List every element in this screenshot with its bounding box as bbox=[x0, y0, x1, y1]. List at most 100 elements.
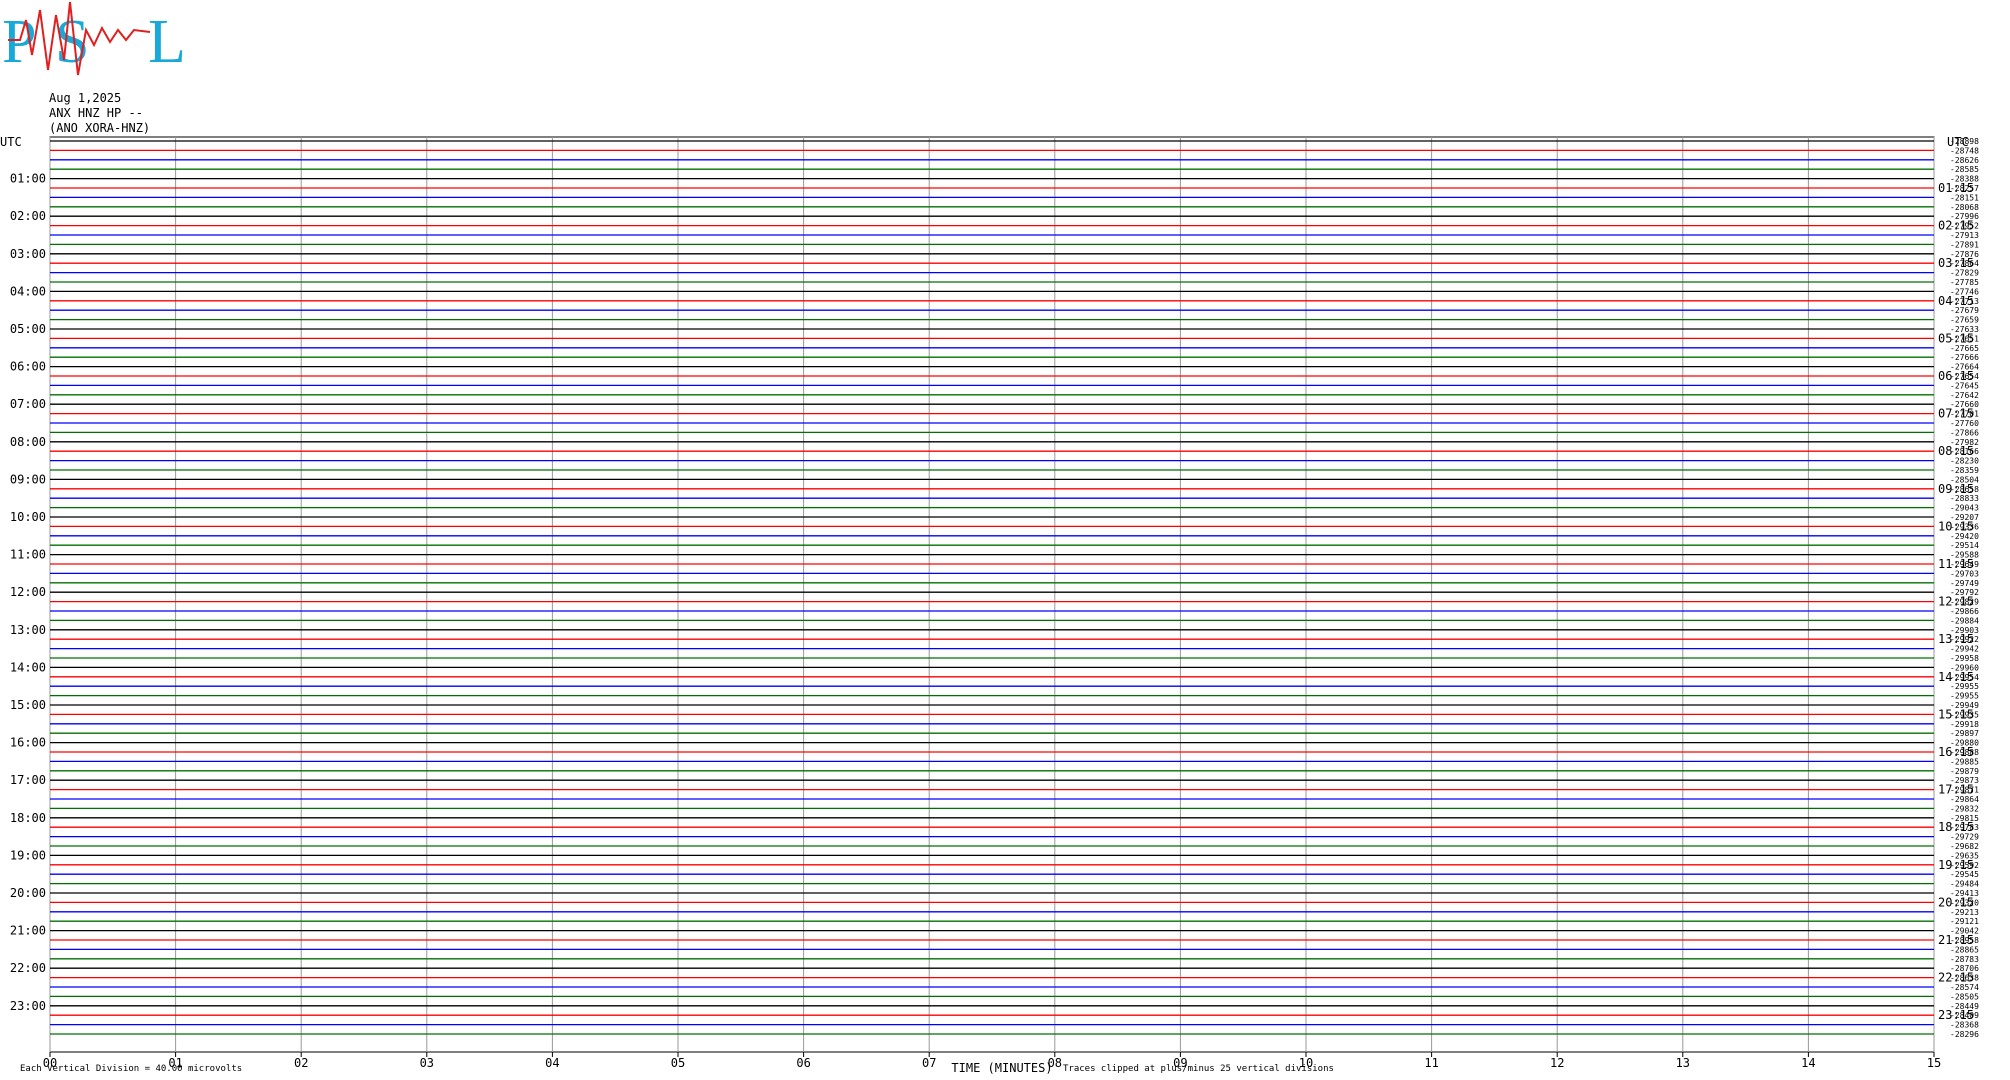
x-tick-label: 05 bbox=[671, 1056, 685, 1070]
trace-offset: -27713 bbox=[1950, 297, 1979, 306]
clip-note: Traces clipped at plus/minus 25 vertical… bbox=[1063, 1064, 1334, 1074]
trace-offset: -28783 bbox=[1950, 955, 1979, 964]
trace-offset: -29903 bbox=[1950, 626, 1979, 635]
trace-offset: -27660 bbox=[1950, 400, 1979, 409]
trace-offset: -29703 bbox=[1950, 569, 1979, 578]
trace-offset: -29545 bbox=[1950, 870, 1979, 879]
trace-offset: -28958 bbox=[1950, 936, 1979, 945]
trace-offset: -28368 bbox=[1950, 1021, 1979, 1030]
trace-offset: -28504 bbox=[1950, 475, 1979, 484]
x-tick-label: 11 bbox=[1424, 1056, 1438, 1070]
trace-offset: -29420 bbox=[1950, 532, 1979, 541]
trace-offset: -28359 bbox=[1950, 466, 1979, 475]
x-tick-label: 03 bbox=[420, 1056, 434, 1070]
right-hour-label: 23:15 bbox=[1938, 1008, 1974, 1022]
trace-offset: -29042 bbox=[1950, 927, 1979, 936]
left-hour-label: 04:00 bbox=[10, 284, 46, 298]
x-tick-label: 10 bbox=[1299, 1056, 1313, 1070]
trace-offset: -29885 bbox=[1950, 757, 1979, 766]
left-hour-label: 13:00 bbox=[10, 623, 46, 637]
trace-offset: -28151 bbox=[1950, 193, 1979, 202]
trace-offset: -27876 bbox=[1950, 250, 1979, 259]
trace-offset: -29213 bbox=[1950, 908, 1979, 917]
right-hour-label: 19:15 bbox=[1938, 858, 1974, 872]
trace-offset: -27785 bbox=[1950, 278, 1979, 287]
right-hour-label: 02:15 bbox=[1938, 219, 1974, 233]
left-hour-label: 11:00 bbox=[10, 548, 46, 562]
right-hour-label: 05:15 bbox=[1938, 331, 1974, 345]
x-tick-label: 12 bbox=[1550, 1056, 1564, 1070]
right-hour-label: 14:15 bbox=[1938, 670, 1974, 684]
trace-offset: -29832 bbox=[1950, 804, 1979, 813]
left-hour-label: 10:00 bbox=[10, 510, 46, 524]
date: Aug 1,2025 bbox=[49, 91, 121, 105]
trace-offset: -28833 bbox=[1950, 494, 1979, 503]
trace-offset: -29960 bbox=[1950, 663, 1979, 672]
left-hour-label: 03:00 bbox=[10, 247, 46, 261]
trace-offset: -29954 bbox=[1950, 673, 1979, 682]
plot-frame bbox=[49, 136, 1935, 1053]
trace-offset: -28585 bbox=[1950, 165, 1979, 174]
trace-offset: -29958 bbox=[1950, 654, 1979, 663]
logo-letter: L bbox=[148, 8, 186, 76]
trace-offset: -29484 bbox=[1950, 880, 1979, 889]
x-tick-label: 04 bbox=[545, 1056, 559, 1070]
trace-offset: -28409 bbox=[1950, 1011, 1979, 1020]
trace-offset: -28898 bbox=[1950, 137, 1979, 146]
trace-offset: -29884 bbox=[1950, 616, 1979, 625]
trace-offset: -29043 bbox=[1950, 504, 1979, 513]
trace-offset: -28388 bbox=[1950, 175, 1979, 184]
trace-offset: -29864 bbox=[1950, 795, 1979, 804]
channel: (ANO XORA-HNZ) bbox=[49, 121, 150, 135]
trace-offset: -29955 bbox=[1950, 682, 1979, 691]
trace-offset: -27864 bbox=[1950, 259, 1979, 268]
trace-offset: -29866 bbox=[1950, 607, 1979, 616]
left-hour-label: 20:00 bbox=[10, 886, 46, 900]
trace-offset: -29320 bbox=[1950, 898, 1979, 907]
left-hour-label: 05:00 bbox=[10, 322, 46, 336]
trace-offset: -29207 bbox=[1950, 513, 1979, 522]
trace-offset: -28166 bbox=[1950, 447, 1979, 456]
trace-offset: -27760 bbox=[1950, 419, 1979, 428]
trace-offset: -28449 bbox=[1950, 1002, 1979, 1011]
trace-offset: -27891 bbox=[1950, 240, 1979, 249]
trace-offset: -29783 bbox=[1950, 823, 1979, 832]
trace-offset: -29121 bbox=[1950, 917, 1979, 926]
trace-offset: -29635 bbox=[1950, 851, 1979, 860]
trace-offset: -27952 bbox=[1950, 222, 1979, 231]
left-hour-label: 06:00 bbox=[10, 360, 46, 374]
trace-offset: -27651 bbox=[1950, 334, 1979, 343]
left-hour-label: 02:00 bbox=[10, 209, 46, 223]
trace-offset: -29955 bbox=[1950, 692, 1979, 701]
trace-offset: -28574 bbox=[1950, 983, 1979, 992]
trace-offset: -27982 bbox=[1950, 438, 1979, 447]
left-hour-label: 21:00 bbox=[10, 924, 46, 938]
trace-offset: -29829 bbox=[1950, 598, 1979, 607]
trace-offset: -27701 bbox=[1950, 410, 1979, 419]
trace-offset: -29592 bbox=[1950, 861, 1979, 870]
right-hour-label: 01:15 bbox=[1938, 181, 1974, 195]
left-hour-label: 22:00 bbox=[10, 961, 46, 975]
trace-offset: -27746 bbox=[1950, 287, 1979, 296]
left-hour-label: 19:00 bbox=[10, 848, 46, 862]
left-axis-title: UTC bbox=[0, 135, 22, 149]
trace-offset: -28748 bbox=[1950, 146, 1979, 155]
right-hour-label: 16:15 bbox=[1938, 745, 1974, 759]
x-tick-label: 06 bbox=[796, 1056, 810, 1070]
right-axis-title: UTC bbox=[1947, 135, 1969, 149]
x-tick-label: 08 bbox=[1048, 1056, 1062, 1070]
left-hour-label: 16:00 bbox=[10, 736, 46, 750]
logo-wave bbox=[8, 1, 151, 76]
x-tick-label: 15 bbox=[1927, 1056, 1941, 1070]
trace-offset: -27829 bbox=[1950, 269, 1979, 278]
right-hour-label: 09:15 bbox=[1938, 482, 1974, 496]
trace-offset: -27659 bbox=[1950, 316, 1979, 325]
right-hour-label: 15:15 bbox=[1938, 707, 1974, 721]
trace-offset: -27665 bbox=[1950, 344, 1979, 353]
right-hour-label: 03:15 bbox=[1938, 256, 1974, 270]
right-hour-label: 21:15 bbox=[1938, 933, 1974, 947]
trace-offset: -29413 bbox=[1950, 889, 1979, 898]
right-hour-label: 06:15 bbox=[1938, 369, 1974, 383]
